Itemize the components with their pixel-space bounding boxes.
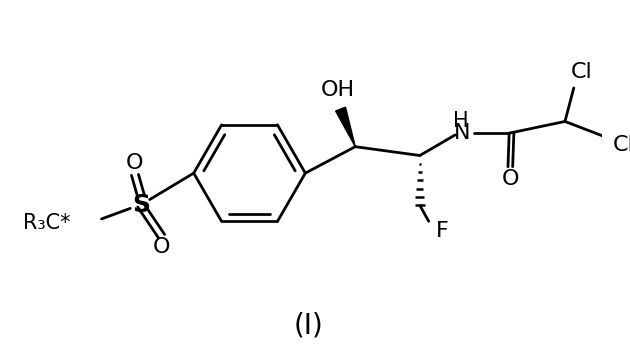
Text: H: H (453, 111, 469, 131)
Text: S: S (132, 193, 150, 217)
Text: OH: OH (321, 80, 355, 100)
Text: R₃C*: R₃C* (23, 213, 71, 233)
Text: O: O (126, 153, 144, 173)
Text: (I): (I) (294, 312, 323, 340)
Text: O: O (501, 169, 519, 189)
Text: N: N (454, 123, 471, 143)
Text: Cl: Cl (571, 62, 592, 82)
Polygon shape (336, 107, 355, 147)
Text: O: O (152, 237, 170, 257)
Text: Cl: Cl (613, 135, 630, 155)
Text: F: F (436, 221, 449, 241)
